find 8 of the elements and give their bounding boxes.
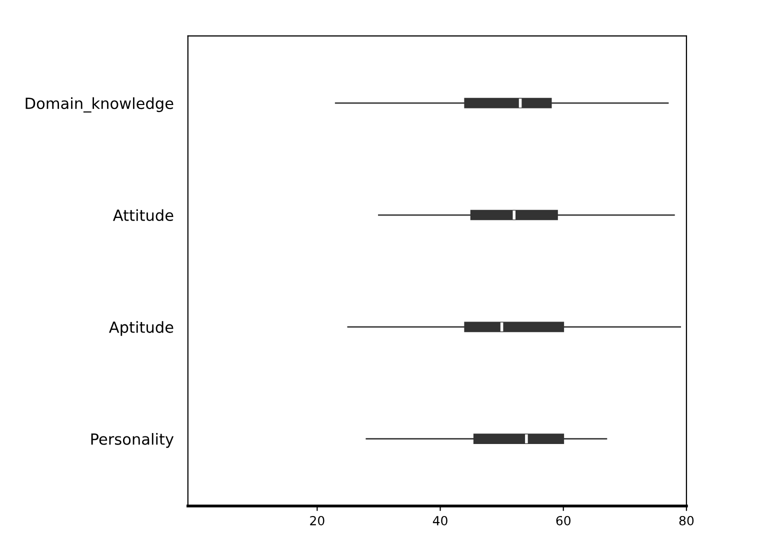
y-tick-label: Personality (91, 433, 174, 448)
y-tick-label: Attitude (112, 209, 174, 222)
y-tick-label: Aptitude (108, 321, 174, 336)
x-tick-label: 60 (556, 516, 570, 526)
x-tick-label: 40 (432, 516, 448, 526)
y-tick-label: Domain_knowledge (26, 97, 174, 112)
x-tick-label: 20 (310, 516, 324, 526)
x-tick-label: 80 (679, 516, 694, 526)
